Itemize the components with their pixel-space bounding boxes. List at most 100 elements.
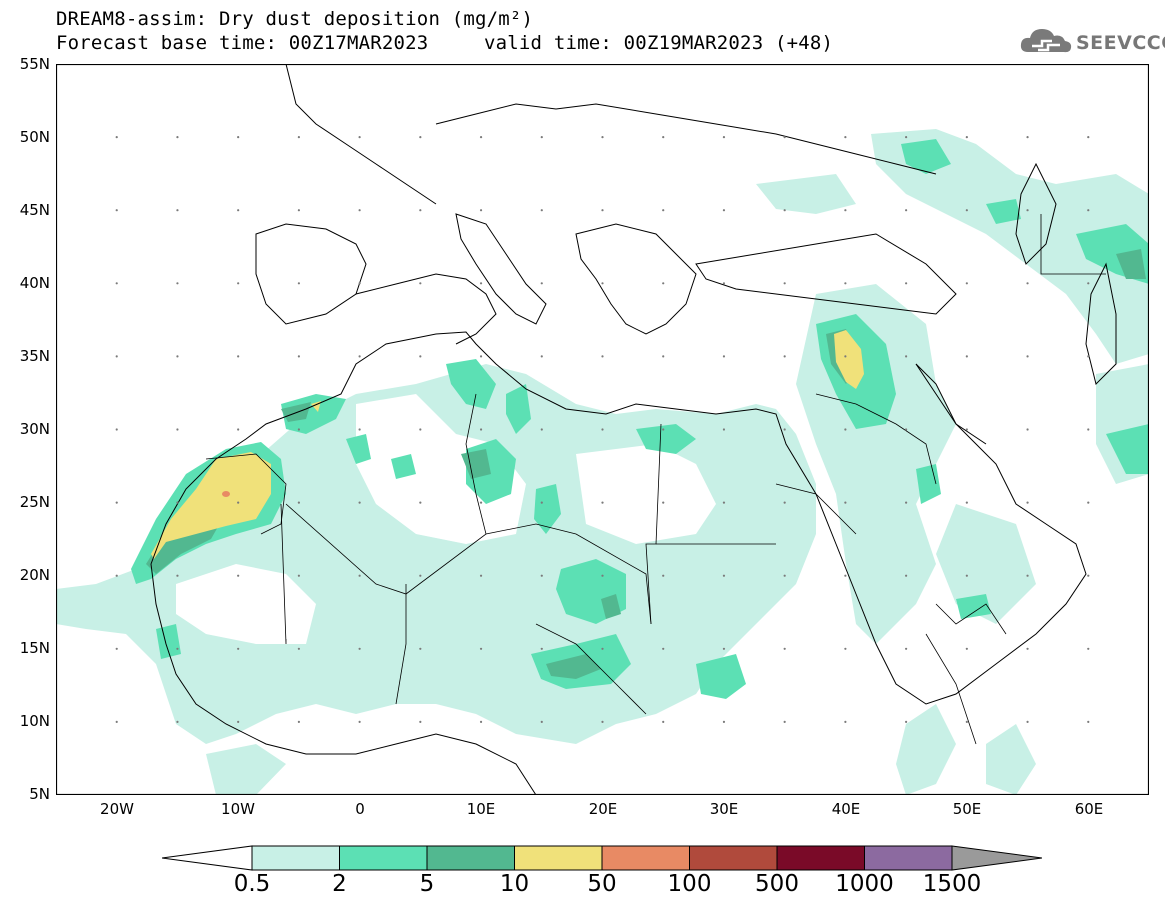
grid-dot (479, 501, 483, 504)
lat-label-5n: 5N (29, 785, 50, 803)
grid-dot (419, 209, 422, 212)
grid-dot (1026, 282, 1029, 285)
grid-dot (419, 574, 422, 577)
grid-dot (237, 355, 240, 358)
grid-dot (358, 720, 361, 724)
grid-dot (176, 136, 179, 139)
grid-dot (297, 355, 300, 358)
grid-dot (297, 574, 300, 577)
colorbar-label: 1000 (835, 871, 894, 897)
lat-label-25n: 25N (19, 493, 50, 511)
colorbar-swatch (514, 845, 603, 871)
grid-dot (844, 136, 847, 139)
grid-dot (965, 501, 968, 504)
forecast-times: Forecast base time: 00Z17MAR2023 valid ti… (56, 32, 833, 54)
grid-dot (1026, 428, 1029, 431)
grid-dot (783, 501, 786, 504)
lon-label-50e: 50E (952, 800, 982, 818)
grid-dot (783, 282, 786, 285)
grid-dot (662, 574, 665, 577)
grid-dot (905, 282, 908, 285)
grid-dot (176, 574, 179, 577)
grid-dot (965, 355, 968, 358)
colorbar-swatch (601, 845, 690, 871)
grid-dot (844, 209, 847, 212)
lon-label-10e: 10E (466, 800, 496, 818)
grid-dot (601, 720, 604, 724)
grid-dot (479, 647, 483, 650)
grid-dot (479, 209, 483, 212)
lat-label-55n: 55N (19, 55, 50, 73)
grid-dot (540, 282, 543, 285)
grid-dot (722, 428, 726, 431)
colorbar-label: 50 (587, 871, 617, 897)
grid-dot (1026, 574, 1029, 577)
grid-dot (601, 501, 604, 504)
grid-dot (297, 720, 300, 724)
grid-dot (1087, 428, 1090, 431)
grid-dot (662, 501, 665, 504)
grid-dot (237, 720, 240, 724)
grid-dot (601, 428, 604, 431)
grid-dot (601, 574, 604, 577)
grid-dot (540, 647, 543, 650)
colorbar-swatch (776, 845, 865, 871)
grid-dot (1026, 136, 1029, 139)
grid-dot (358, 647, 361, 650)
deposition-level-1 (56, 129, 1149, 795)
grid-dot (176, 209, 179, 212)
grid-dot (722, 282, 726, 285)
grid-dot (419, 136, 422, 139)
colorbar-label: 2 (332, 871, 347, 897)
grid-dot (479, 574, 483, 577)
grid-dot (176, 720, 179, 724)
grid-dot (358, 136, 361, 139)
cloud-icon (1020, 29, 1072, 53)
grid-dot (905, 720, 908, 724)
map-frame (56, 64, 1149, 795)
grid-dot (722, 574, 726, 577)
grid-dot (176, 428, 179, 431)
grid-dot (237, 136, 240, 139)
borders (205, 214, 1106, 745)
colorbar-swatch (251, 845, 340, 871)
grid-dot (601, 647, 604, 650)
grid-dot (115, 720, 118, 724)
grid-dot (358, 501, 361, 504)
grid-dot (662, 428, 665, 431)
grid-dot (479, 136, 483, 139)
grid-dot (1087, 282, 1090, 285)
grid-dot (540, 136, 543, 139)
graticule (115, 136, 1090, 724)
grid-dot (540, 428, 543, 431)
grid-dot (844, 501, 847, 504)
grid-dot (1026, 647, 1029, 650)
colorbar-swatch (864, 845, 953, 871)
grid-dot (601, 136, 604, 139)
deposition-level-5 (222, 491, 230, 497)
grid-dot (844, 282, 847, 285)
grid-dot (358, 209, 361, 212)
lat-label-45n: 45N (19, 201, 50, 219)
valid-time: valid time: 00Z19MAR2023 (+48) (484, 32, 834, 54)
grid-dot (297, 501, 300, 504)
grid-dot (662, 647, 665, 650)
seevccc-logo: SEEVCCC (1018, 24, 1165, 58)
colorbar-label: 5 (419, 871, 435, 897)
lon-label-10w: 10W (221, 800, 255, 818)
lat-label-15n: 15N (19, 639, 50, 657)
colorbar-swatch (426, 845, 515, 871)
grid-dot (479, 355, 483, 358)
grid-dot (419, 720, 422, 724)
map-svg (56, 64, 1149, 795)
dust-deposition-map (56, 64, 1149, 795)
grid-dot (844, 574, 847, 577)
grid-dot (176, 501, 179, 504)
lat-label-20n: 20N (19, 566, 50, 584)
colorbar-label: 0.5 (233, 871, 271, 897)
grid-dot (965, 282, 968, 285)
coastlines (150, 64, 1117, 795)
lat-label-50n: 50N (19, 128, 50, 146)
grid-dot (1026, 501, 1029, 504)
grid-dot (905, 647, 908, 650)
